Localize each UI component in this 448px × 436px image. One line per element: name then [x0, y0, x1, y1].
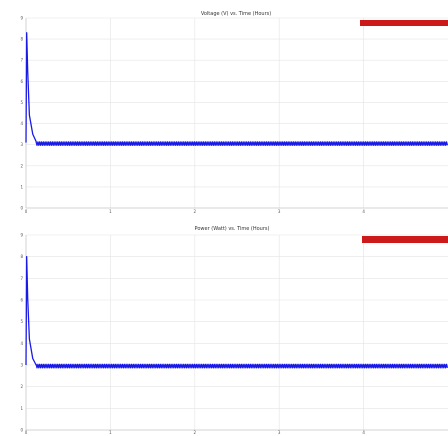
- power-y-tick-label: 6: [20, 298, 23, 303]
- power-y-tick-label: 2: [20, 384, 23, 389]
- power-x-tick-label: 2: [194, 430, 197, 435]
- voltage-x-tick-label: 3: [278, 209, 281, 214]
- voltage-y-tick-label: 1: [20, 184, 23, 189]
- voltage-grid: [26, 17, 448, 209]
- voltage-y-tick-label: 9: [20, 16, 23, 21]
- power-y-tick-label: 9: [20, 233, 23, 238]
- voltage-y-tick-label: 2: [20, 163, 23, 168]
- voltage-y-tick-label: 4: [20, 121, 23, 126]
- voltage-y-tick-label: 7: [20, 58, 23, 63]
- voltage-y-tick-label: 6: [20, 79, 23, 84]
- power-x-tick-label: 3: [278, 430, 281, 435]
- power-y-tick-label: 4: [20, 341, 23, 346]
- voltage-legend-swatch: [360, 20, 448, 26]
- voltage-panel: Voltage (V) vs. Time (Hours) 0 1 2 3 4 9 8 7 6 5 4…: [20, 11, 448, 214]
- voltage-chart-title: Voltage (V) vs. Time (Hours): [201, 11, 271, 17]
- voltage-series-line: [25, 32, 448, 146]
- power-y-tick-label: 5: [20, 319, 23, 324]
- voltage-y-tick-label: 8: [20, 37, 23, 42]
- power-panel: Power (Watt) vs. Time (Hours) 0 1 2 3 4 9 8 7 6 5…: [20, 226, 448, 435]
- power-x-tick-label: 0: [25, 430, 28, 435]
- voltage-x-tick-label: 2: [194, 209, 197, 214]
- power-y-tick-label: 3: [20, 363, 23, 368]
- power-x-tick-label: 4: [362, 430, 365, 435]
- voltage-y-tick-label: 3: [20, 142, 23, 147]
- power-grid: [26, 234, 448, 431]
- voltage-x-tick-label: 4: [362, 209, 365, 214]
- power-y-tick-label: 8: [20, 254, 23, 259]
- voltage-x-tick-label: 1: [109, 209, 112, 214]
- power-series-line: [25, 256, 448, 369]
- voltage-y-tick-label: 5: [20, 100, 23, 105]
- voltage-y-tick-label: 0: [20, 206, 23, 211]
- power-y-tick-label: 0: [20, 428, 23, 433]
- voltage-x-tick-label: 0: [25, 209, 28, 214]
- power-legend-swatch: [362, 236, 448, 243]
- power-y-tick-label: 1: [20, 406, 23, 411]
- power-x-tick-label: 1: [109, 430, 112, 435]
- power-y-tick-label: 7: [20, 276, 23, 281]
- power-chart-title: Power (Watt) vs. Time (Hours): [195, 226, 270, 232]
